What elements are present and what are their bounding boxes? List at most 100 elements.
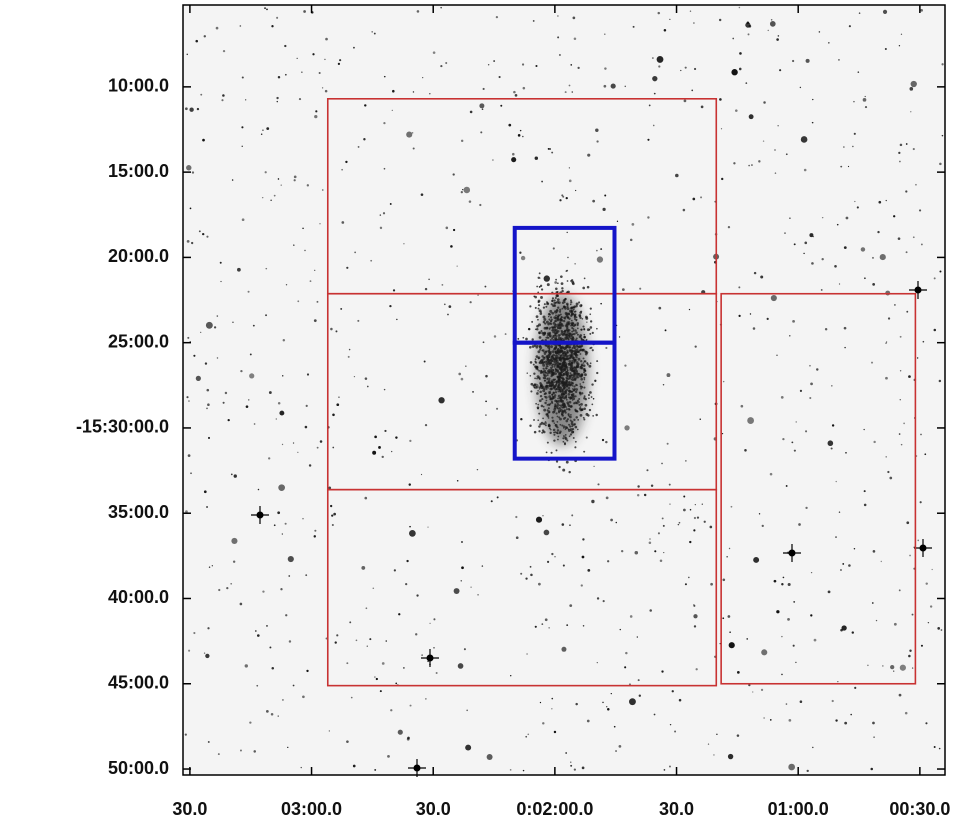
star <box>231 179 234 181</box>
star <box>379 226 383 230</box>
star <box>293 175 297 179</box>
galaxy-star <box>538 272 541 275</box>
star <box>763 101 766 104</box>
star <box>486 753 493 760</box>
star <box>885 376 888 380</box>
star <box>572 16 576 20</box>
star-spike <box>783 544 801 562</box>
star <box>230 473 233 476</box>
star <box>541 180 544 183</box>
star <box>278 484 285 491</box>
star <box>565 752 568 754</box>
star <box>908 375 911 378</box>
star <box>346 266 349 269</box>
star <box>268 457 271 460</box>
galaxy-star <box>588 397 590 400</box>
star <box>336 403 340 407</box>
galaxy-star <box>529 374 532 377</box>
star <box>669 723 672 726</box>
star <box>767 29 769 32</box>
star <box>647 216 650 219</box>
star <box>854 200 856 203</box>
star <box>777 125 779 127</box>
star <box>785 703 788 705</box>
star <box>878 200 882 204</box>
star <box>495 15 499 19</box>
star <box>728 547 731 550</box>
galaxy-star <box>536 285 539 288</box>
star <box>639 287 642 290</box>
star <box>789 335 791 337</box>
star <box>568 167 570 169</box>
star <box>547 148 550 150</box>
star <box>848 25 851 28</box>
star <box>898 433 901 435</box>
star <box>207 436 211 439</box>
star <box>689 540 692 544</box>
star <box>875 619 878 622</box>
star <box>830 447 833 450</box>
star <box>860 247 866 252</box>
star <box>722 617 725 620</box>
star <box>432 51 436 54</box>
star <box>526 653 528 655</box>
star <box>776 354 778 357</box>
galaxy-star <box>537 291 540 294</box>
galaxy-star <box>537 403 540 406</box>
star <box>863 503 867 507</box>
star <box>224 391 228 395</box>
star <box>203 35 206 38</box>
star <box>840 165 843 168</box>
star <box>784 232 786 234</box>
star <box>557 15 559 17</box>
star <box>354 251 357 254</box>
star <box>699 418 701 420</box>
star <box>693 604 696 607</box>
star <box>602 207 606 212</box>
star <box>915 455 918 457</box>
star <box>821 257 824 261</box>
star <box>535 64 538 68</box>
star <box>340 307 343 310</box>
star <box>543 275 550 282</box>
galaxy-star <box>540 311 542 313</box>
star <box>583 450 586 453</box>
star <box>899 143 903 147</box>
star <box>909 87 914 91</box>
galaxy-star <box>591 383 594 386</box>
star <box>938 379 942 383</box>
galaxy-star <box>538 323 542 327</box>
star <box>824 328 828 331</box>
star <box>519 129 522 132</box>
galaxy-star <box>538 430 541 433</box>
region <box>720 292 917 685</box>
star <box>463 648 466 651</box>
star <box>374 768 377 771</box>
star <box>284 522 287 525</box>
star <box>777 35 780 37</box>
star <box>200 93 203 96</box>
star <box>872 721 875 725</box>
star <box>810 614 813 617</box>
galaxy-star <box>579 311 582 314</box>
star <box>882 9 888 14</box>
star <box>218 588 221 592</box>
star <box>776 38 779 41</box>
star <box>318 71 321 75</box>
star <box>727 753 734 760</box>
star <box>522 769 525 772</box>
star <box>463 186 471 194</box>
star <box>721 177 724 181</box>
star <box>621 288 625 291</box>
star <box>793 243 796 246</box>
star <box>562 195 565 198</box>
star <box>596 597 600 600</box>
star <box>335 330 338 333</box>
star <box>334 641 337 644</box>
star <box>266 127 270 131</box>
star <box>811 262 814 265</box>
star <box>252 324 255 327</box>
star <box>647 138 650 141</box>
galaxy-star <box>591 403 594 406</box>
